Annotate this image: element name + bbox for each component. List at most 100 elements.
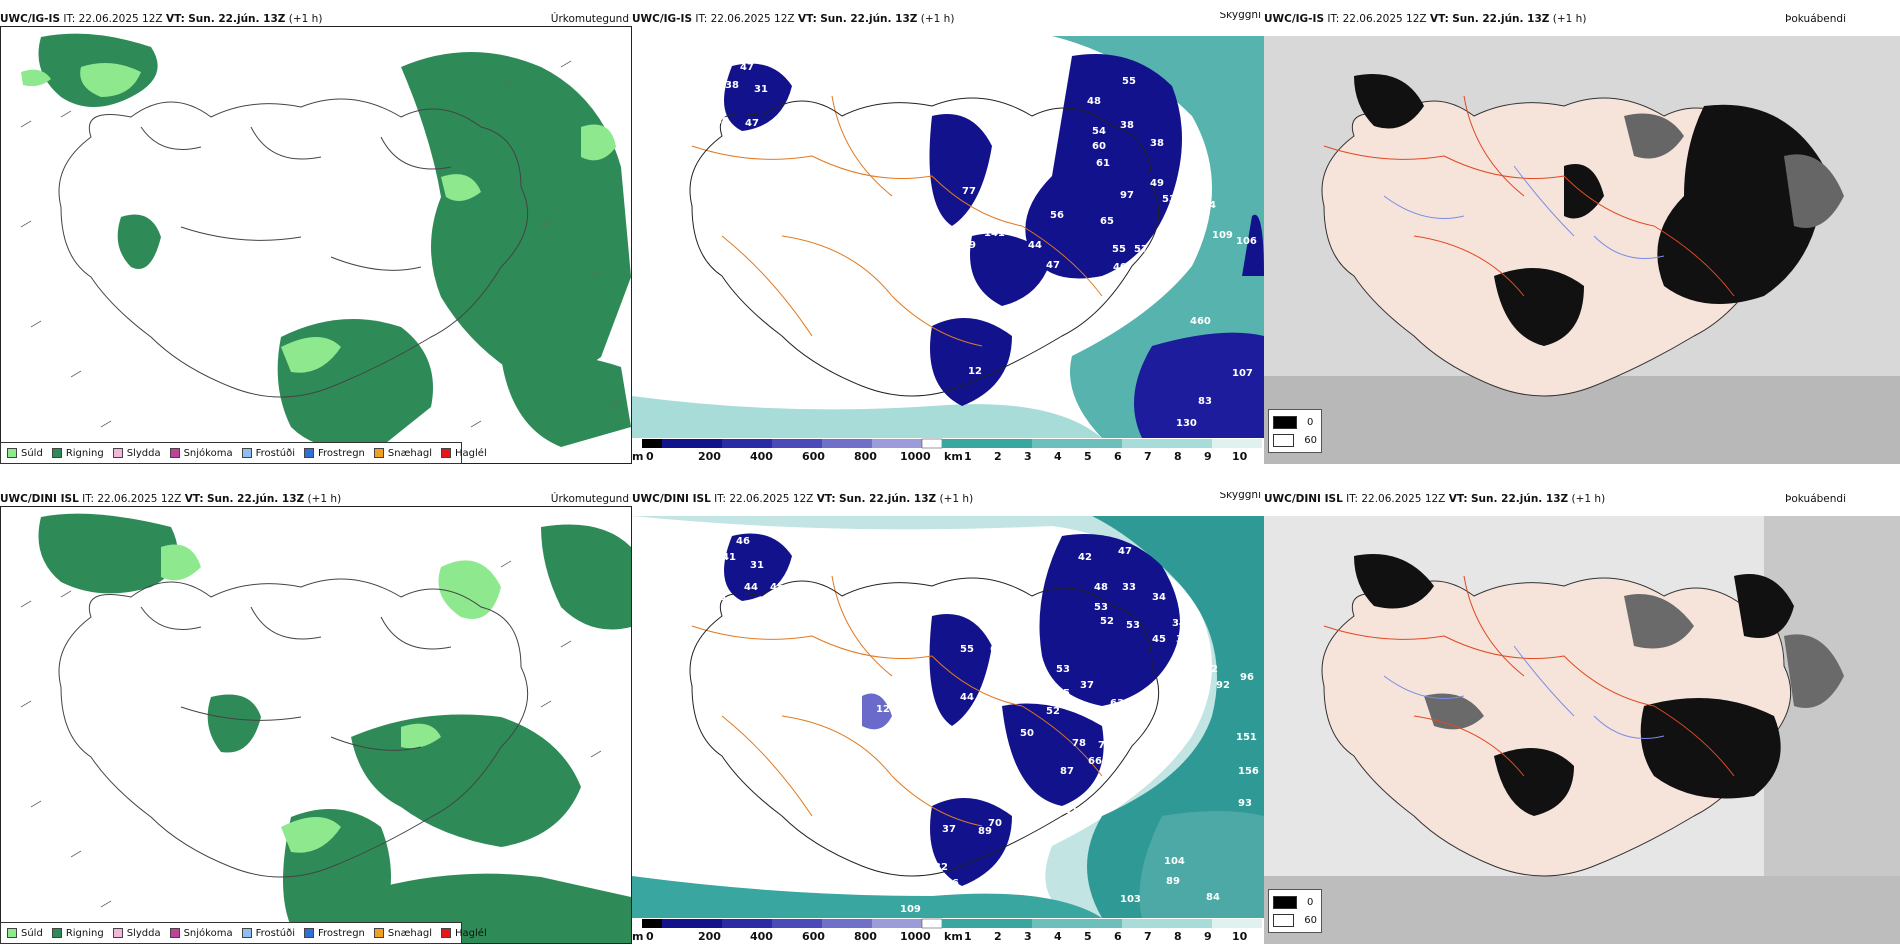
colorbar-unit-km: km [944,930,963,943]
colorbar-tick: 3 [1024,930,1032,943]
visibility-value: 40 [1113,262,1127,273]
product-name: Þokuábendi [1785,493,1846,505]
visibility-value: 50 [1020,728,1034,739]
visibility-value: 89 [978,826,992,837]
colorbar-tick: 1 [964,450,972,463]
visibility-value: 57 [1134,244,1148,255]
visibility-value: 33 [1194,182,1208,193]
visibility-value: 48 [1094,582,1108,593]
visibility-value: 63 [1152,742,1166,753]
visibility-value: 41 [1064,806,1078,817]
panel-precip-type-igis: UWC/IG-IS IT: 22.06.2025 12Z VT: Sun. 22… [0,12,632,464]
colorbar-tick: 0 [646,450,654,463]
product-name: Úrkomutegund [550,493,629,505]
legend-swatch [112,928,123,938]
legend-swatch [241,928,252,938]
fog-legend: 0 60 [1268,889,1322,933]
colorbar-tick: 200 [698,450,721,463]
legend-item-haglel: Haglél [441,448,487,459]
map-area: 46 41 31 44 45 38 42 47 48 33 34 53 52 5… [632,516,1264,918]
legend-swatch [441,928,452,938]
legend-label: Snjókoma [183,447,233,459]
colorbar-tick: 2 [994,450,1002,463]
visibility-value: 60 [715,116,729,127]
map-area [1264,516,1900,944]
visibility-value: 38 [1120,120,1134,131]
valid-time-label: VT: [816,493,836,505]
visibility-value: 65 [1100,216,1114,227]
visibility-value: 130 [1176,418,1197,429]
panel-precip-type-dini: UWC/DINI ISL IT: 22.06.2025 12Z VT: Sun.… [0,492,632,944]
legend-swatch [1273,913,1295,927]
colorbar-tick: 400 [750,930,773,943]
init-time: IT: 22.06.2025 12Z [82,493,182,505]
legend-item-frostudi: Frostúði [241,448,295,459]
visibility-value: 49 [1150,178,1164,189]
legend-item-sudd: Súld [7,448,43,459]
colorbar-tick: 8 [1174,450,1182,463]
legend-label: Frostregn [318,927,365,939]
visibility-value: 42 [902,374,916,385]
visibility-value: 151 [1236,732,1257,743]
model-source: UWC/IG-IS [1264,13,1325,25]
legend-item-slydda: Slydda [112,447,161,459]
precip-map [1,27,631,463]
legend-item-frostregn: Frostregn [304,448,365,459]
visibility-value: 125 [876,704,897,715]
visibility-value: 103 [998,666,1019,677]
visibility-value: 53 [1094,602,1108,613]
legend-swatch [51,928,62,938]
fog-map [1264,516,1900,944]
visibility-value: 71 [1098,740,1112,751]
visibility-value: 50 [910,838,924,849]
visibility-value: 36 [1176,634,1190,645]
product-name: Úrkomutegund [550,13,629,25]
legend-label: 60 [1304,434,1317,446]
legend-item-snaehagl: Snæhagl [373,448,432,459]
visibility-value: 42 [1078,552,1092,563]
visibility-value: 45 [1152,634,1166,645]
legend-item-snjokoma: Snjókoma [169,927,233,939]
colorbar-unit-km: km [944,450,963,463]
panel-fog-indicator-igis: UWC/IG-IS IT: 22.06.2025 12Z VT: Sun. 22… [1264,12,1900,464]
visibility-value: 63 [1110,698,1124,709]
visibility-value: 60 [1092,141,1106,152]
colorbar-tick: 400 [750,450,773,463]
colorbar-unit-m: m [632,450,644,463]
visibility-value: 44 [960,692,974,703]
visibility-value: 106 [1236,236,1257,247]
visibility-value: 52 [1100,616,1114,627]
valid-time: Sun. 22.jún. 13Z [206,493,305,505]
visibility-value: 46 [736,536,750,547]
colorbar-tick: 2 [994,930,1002,943]
valid-time: Sun. 22.jún. 13Z [188,13,286,25]
legend-label: 0 [1307,896,1314,908]
visibility-value: 43 [1180,164,1194,175]
visibility-value: 82 [1002,186,1016,197]
visibility-value: 41 [722,552,736,563]
visibility-value: 86 [1008,640,1022,651]
colorbar-gradient [642,918,1262,929]
colorbar-unit-m: m [632,930,644,943]
legend-label: Slydda [126,447,161,459]
visibility-value: 38 [725,80,739,91]
visibility-value: 31 [754,84,768,95]
legend-item-slydda: Slydda [112,928,161,939]
panel-header: UWC/IG-IS IT: 22.06.2025 12Z VT: Sun. 22… [632,12,1264,26]
lead-time: (+1 h) [939,493,974,505]
colorbar-tick: 800 [854,930,877,943]
panel-visibility-dini: UWC/DINI ISL IT: 22.06.2025 12Z VT: Sun.… [632,492,1264,944]
visibility-value: 47 [1046,260,1060,271]
visibility-value: 42 [1028,692,1042,703]
visibility-value: 44 [1202,200,1216,211]
init-time: IT: 22.06.2025 12Z [1327,13,1427,25]
colorbar-tick: 6 [1114,930,1122,943]
visibility-value: 52 [1046,706,1060,717]
legend-swatch [169,448,180,458]
colorbar-tick: 7 [1144,930,1152,943]
visibility-value: 107 [1232,368,1253,379]
legend-label: Snjókoma [183,927,233,939]
legend-swatch [373,928,384,938]
legend-label: Súld [21,927,43,939]
init-time: IT: 22.06.2025 12Z [695,13,795,25]
